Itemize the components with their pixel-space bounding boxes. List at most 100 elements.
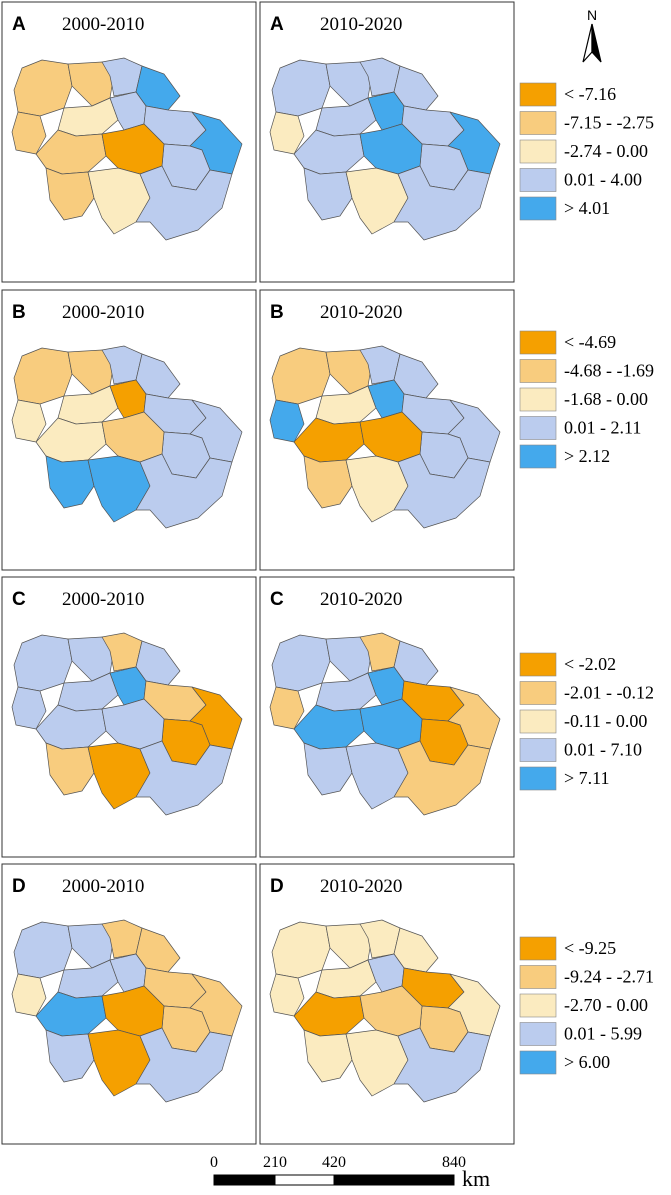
map-region (303, 1029, 353, 1083)
map-region (13, 921, 73, 979)
legend-swatch (519, 993, 557, 1018)
north-label: N (587, 7, 597, 23)
legend-b: < -4.69 -4.68 - -1.69 -1.68 - 0.00 0.01 - 2… (519, 330, 654, 469)
panel-letter: D (12, 876, 26, 897)
map-panel-b-2010-2020: B 2010-2020 (259, 289, 515, 571)
legend-swatch (519, 416, 557, 440)
map-region (135, 1027, 233, 1103)
map-region (271, 921, 331, 979)
legend-label: -2.70 - 0.00 (564, 995, 648, 1015)
map-region (135, 165, 233, 241)
map-region (271, 634, 331, 692)
map-region (135, 453, 233, 529)
map-panel-b-2000-2010: B 2000-2010 (1, 289, 257, 571)
map-region (13, 634, 73, 692)
legend-swatch (519, 936, 557, 961)
map-region (45, 167, 95, 221)
legend-label: 0.01 - 4.00 (564, 170, 642, 190)
map-panel-d-2000-2010: D 2000-2010 (1, 863, 257, 1145)
map-panel-c-2010-2020: C 2010-2020 (259, 576, 515, 858)
choropleth-map (269, 345, 501, 529)
panel-period-title: 2000-2010 (62, 876, 144, 897)
legend-swatch (519, 387, 557, 412)
legend-label: > 2.12 (564, 446, 610, 466)
legend-label: 0.01 - 5.99 (564, 1024, 642, 1044)
legend-swatch (519, 359, 557, 383)
legend-swatch (519, 738, 557, 762)
legend-c: < -2.02 -2.01 - -0.12 -0.11 - 0.00 0.01 - 7… (519, 652, 654, 791)
legend-swatch (519, 444, 557, 469)
legend-swatch (519, 766, 557, 791)
legend-swatch (519, 965, 557, 989)
legend-swatch (519, 1022, 557, 1046)
scale-tick-label: 0 (210, 1154, 218, 1171)
legend-label: -9.24 - -2.71 (564, 967, 654, 987)
scale-segment (274, 1174, 335, 1186)
legend-swatch (519, 196, 557, 221)
map-region (393, 453, 491, 529)
legend-label: < -4.69 (564, 332, 616, 352)
map-panel-a-2010-2020: A 2010-2020 (259, 1, 515, 283)
map-region (303, 742, 353, 796)
scale-tick-label: 840 (442, 1154, 466, 1171)
panel-period-title: 2010-2020 (320, 589, 402, 610)
legend-swatch (519, 139, 557, 164)
legend-label: < -9.25 (564, 938, 616, 958)
panel-letter: C (270, 589, 284, 610)
scale-tick-label: 420 (322, 1154, 346, 1171)
legend-label: -4.68 - -1.69 (564, 361, 654, 381)
legend-label: < -7.16 (564, 84, 616, 104)
legend-a: < -7.16 -7.15 - -2.75 -2.74 - 0.00 0.01 - 4… (519, 82, 654, 221)
map-region (303, 455, 353, 509)
legend-swatch (519, 168, 557, 192)
panel-letter: C (12, 589, 26, 610)
map-panel-d-2010-2020: D 2010-2020 (259, 863, 515, 1145)
panel-period-title: 2010-2020 (320, 876, 402, 897)
choropleth-map (11, 632, 243, 816)
legend-swatch (519, 1050, 557, 1075)
legend-label: > 4.01 (564, 198, 610, 218)
panel-period-title: 2010-2020 (320, 14, 402, 35)
map-region (393, 1027, 491, 1103)
map-region (13, 347, 73, 405)
map-region (271, 59, 331, 117)
panel-period-title: 2000-2010 (62, 302, 144, 323)
choropleth-map (269, 919, 501, 1103)
map-region (13, 59, 73, 117)
map-region (45, 1029, 95, 1083)
scale-segment (333, 1174, 455, 1186)
legend-swatch (519, 82, 557, 107)
north-arrow-right (591, 23, 602, 63)
legend-swatch (519, 681, 557, 705)
map-region (303, 167, 353, 221)
legend-label: -0.11 - 0.00 (564, 711, 647, 731)
panel-period-title: 2010-2020 (320, 302, 402, 323)
choropleth-map (269, 57, 501, 241)
panel-letter: A (12, 14, 26, 35)
map-region (393, 740, 491, 816)
north-arrow-icon: N (582, 7, 602, 63)
scale-tick-label: 210 (263, 1154, 287, 1171)
panel-letter: B (270, 302, 284, 323)
map-panel-c-2000-2010: C 2000-2010 (1, 576, 257, 858)
legend-label: 0.01 - 7.10 (564, 740, 642, 760)
map-region (135, 740, 233, 816)
choropleth-map (11, 345, 243, 529)
map-region (45, 742, 95, 796)
map-region (45, 455, 95, 509)
legend-d: < -9.25 -9.24 - -2.71 -2.70 - 0.00 0.01 - 5… (519, 936, 654, 1075)
legend-swatch (519, 330, 557, 355)
legend-swatch (519, 111, 557, 135)
choropleth-map (269, 632, 501, 816)
panel-letter: D (270, 876, 284, 897)
panel-period-title: 2000-2010 (62, 589, 144, 610)
legend-label: -7.15 - -2.75 (564, 113, 654, 133)
legend-label: -1.68 - 0.00 (564, 389, 648, 409)
legend-label: > 7.11 (564, 768, 609, 788)
panel-letter: A (270, 14, 284, 35)
legend-label: 0.01 - 2.11 (564, 418, 641, 438)
scale-unit: km (462, 1166, 490, 1191)
legend-swatch (519, 709, 557, 734)
